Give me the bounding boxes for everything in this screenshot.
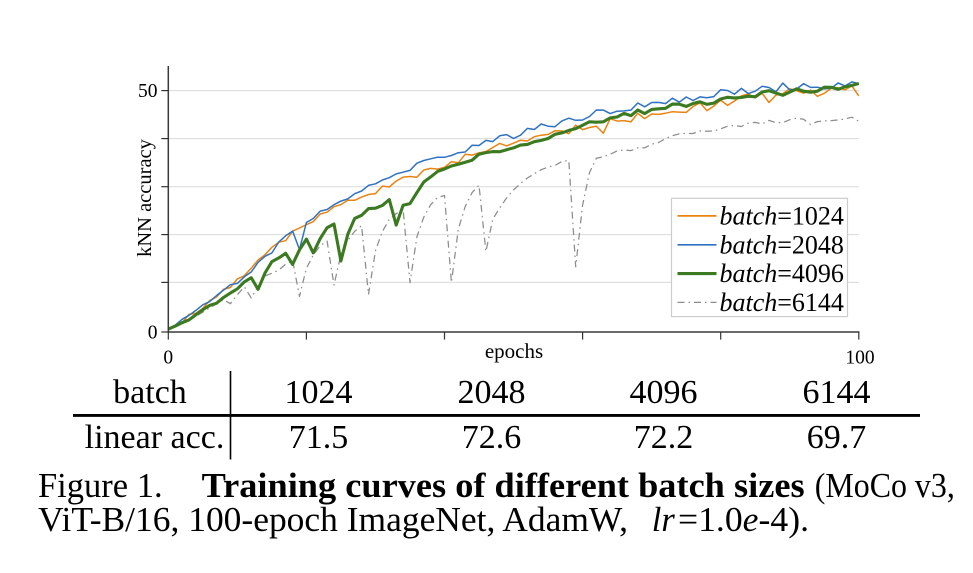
svg-text:100: 100 <box>845 348 874 369</box>
svg-text:batch=2048: batch=2048 <box>720 230 844 259</box>
svg-text:50: 50 <box>138 81 158 102</box>
svg-text:72.6: 72.6 <box>462 419 522 456</box>
svg-text:batch=4096: batch=4096 <box>720 259 844 288</box>
svg-text:0: 0 <box>148 323 158 344</box>
svg-text:ViT-B/16, 100-epoch ImageNet,: ViT-B/16, 100-epoch ImageNet, AdamW, <box>38 501 628 539</box>
svg-text:4096: 4096 <box>630 374 698 411</box>
svg-text:epochs: epochs <box>485 339 543 363</box>
svg-text:2048: 2048 <box>458 374 526 411</box>
svg-text:kNN accuracy: kNN accuracy <box>134 138 156 257</box>
svg-text:lr: lr <box>652 501 676 539</box>
svg-text:6144: 6144 <box>803 374 871 411</box>
svg-text:Figure 1.: Figure 1. <box>38 467 163 505</box>
svg-text:71.5: 71.5 <box>289 419 349 456</box>
svg-text:linear acc.: linear acc. <box>85 419 225 456</box>
svg-text:=1.0e-4).: =1.0e-4). <box>678 501 809 539</box>
svg-text:72.2: 72.2 <box>634 419 694 456</box>
svg-text:batch: batch <box>113 374 187 411</box>
svg-text:Training curves of different b: Training curves of different batch sizes <box>202 467 805 505</box>
svg-text:0: 0 <box>163 348 173 369</box>
svg-text:batch=1024: batch=1024 <box>720 202 844 231</box>
svg-text:69.7: 69.7 <box>807 419 867 456</box>
svg-text:1024: 1024 <box>285 374 353 411</box>
svg-text:batch=6144: batch=6144 <box>720 288 844 317</box>
svg-text:(MoCo v3,: (MoCo v3, <box>815 467 955 505</box>
